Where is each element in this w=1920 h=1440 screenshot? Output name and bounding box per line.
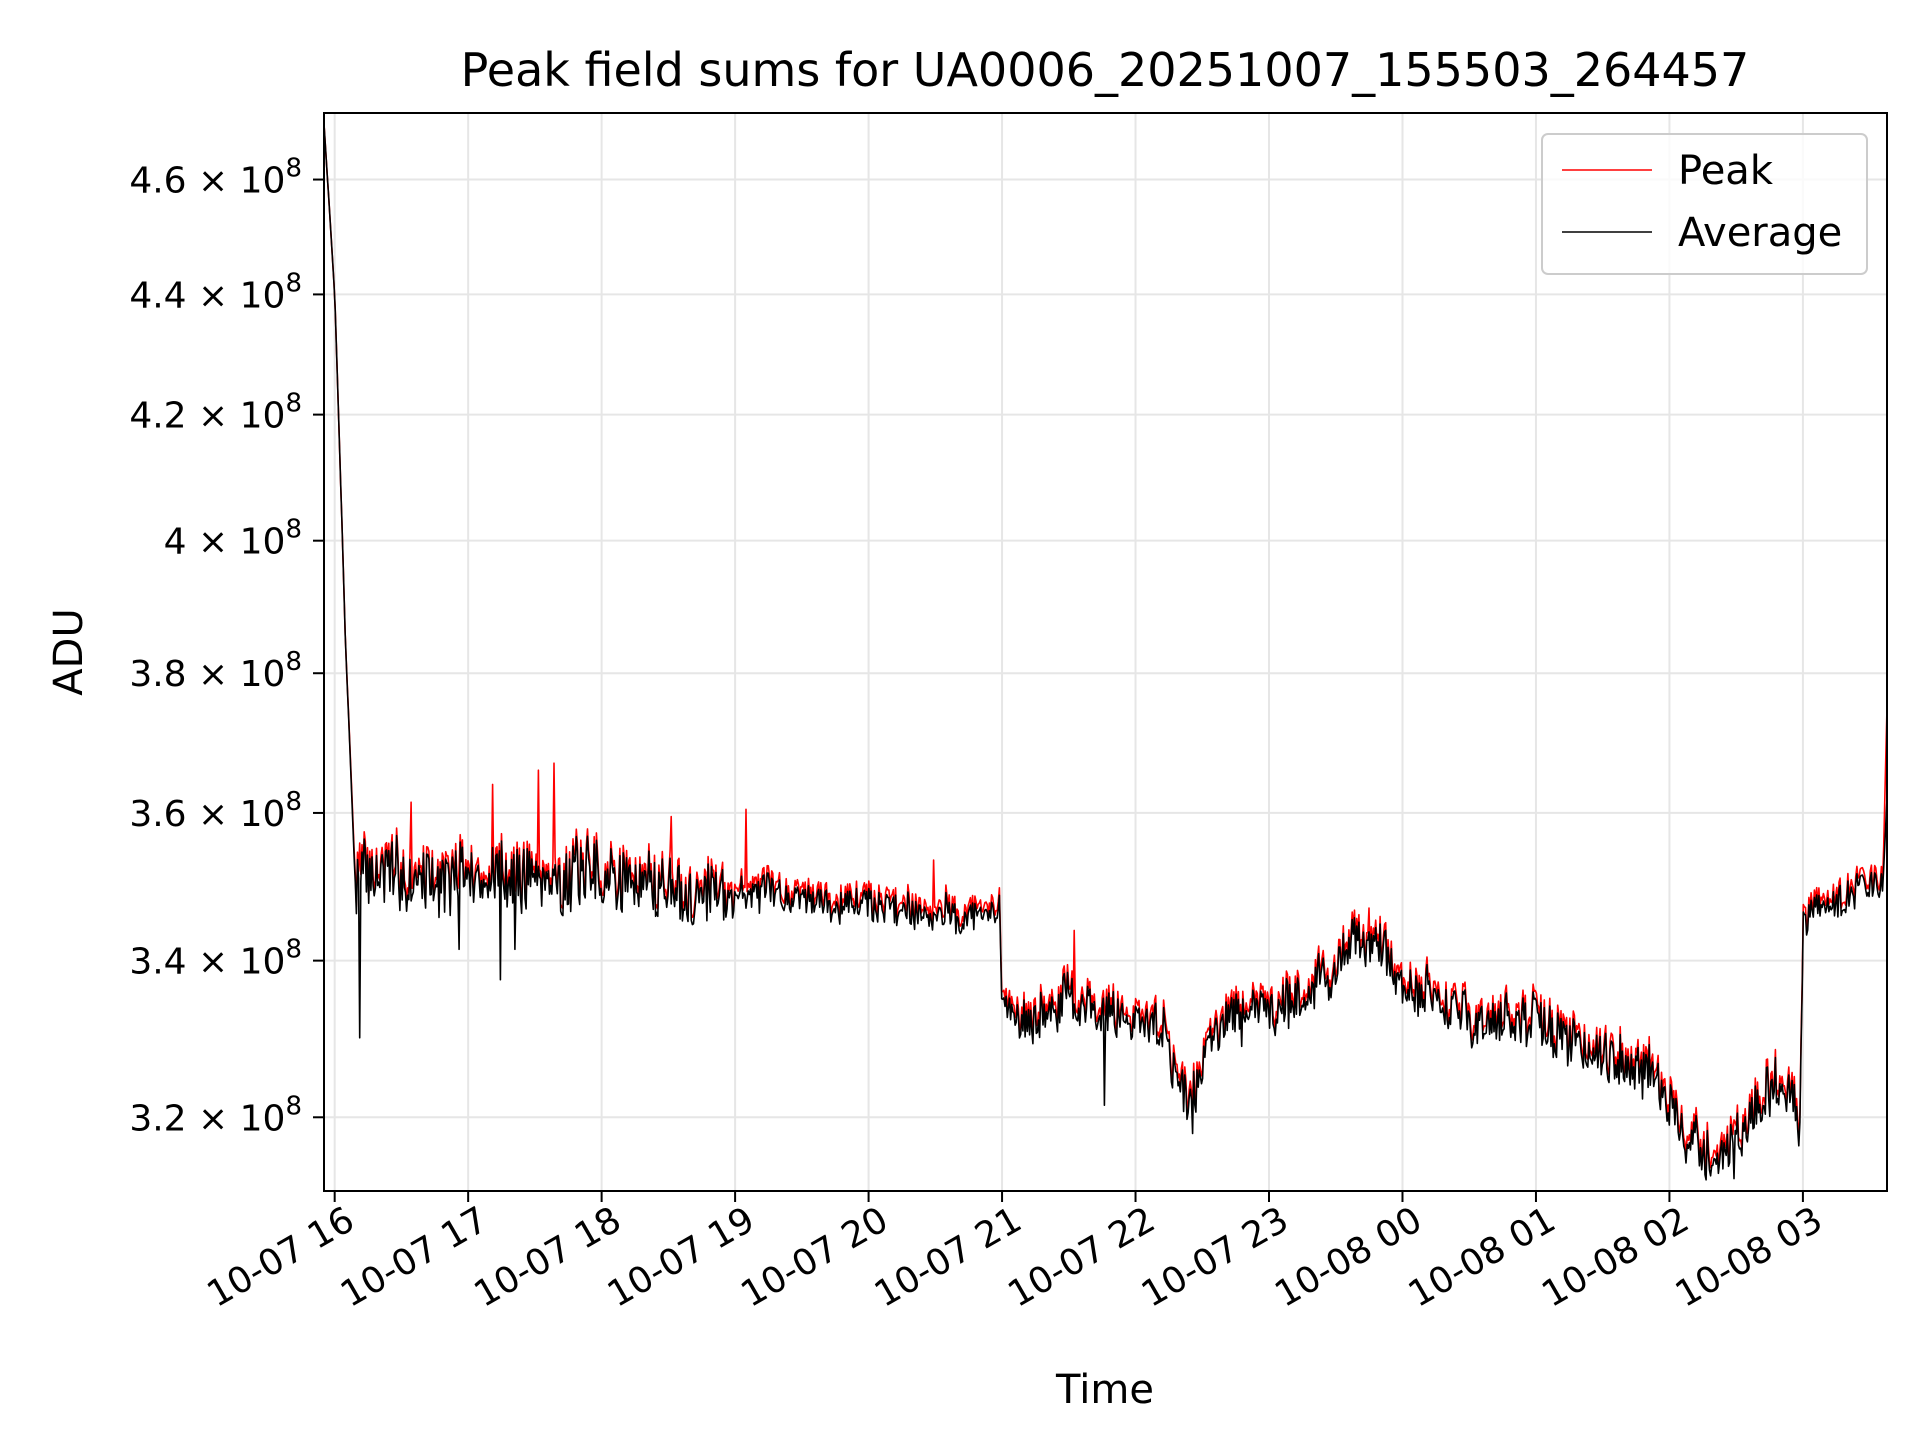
y-tick-label: 4 × 108 bbox=[164, 515, 302, 563]
y-tick-times: × bbox=[187, 1098, 240, 1139]
y-tick-label: 4.6 × 108 bbox=[129, 154, 302, 202]
y-tick-exponent: 8 bbox=[285, 1091, 302, 1121]
y-tick-label: 4.2 × 108 bbox=[129, 389, 302, 437]
y-tick-mantissa: 4 bbox=[164, 522, 187, 563]
y-tick-times: × bbox=[187, 275, 240, 316]
y-tick-exponent: 8 bbox=[285, 515, 302, 545]
y-tick-exponent: 8 bbox=[285, 647, 302, 677]
y-tick-mantissa: 3.8 bbox=[129, 654, 186, 695]
plot-frame bbox=[323, 112, 1888, 1192]
legend-box bbox=[1541, 133, 1868, 275]
y-tick-times: × bbox=[187, 942, 240, 983]
x-axis-label: Time bbox=[1055, 1367, 1154, 1413]
y-tick-base: 10 bbox=[240, 275, 286, 316]
y-tick-exponent: 8 bbox=[285, 935, 302, 965]
chart-title: Peak field sums for UA0006_20251007_1555… bbox=[461, 43, 1750, 97]
y-tick-mantissa: 3.2 bbox=[129, 1098, 186, 1139]
plot-lines bbox=[323, 123, 1888, 1181]
y-tick-base: 10 bbox=[240, 396, 286, 437]
y-tick-exponent: 8 bbox=[285, 389, 302, 419]
y-tick-exponent: 8 bbox=[285, 268, 302, 298]
y-tick-label: 3.8 × 108 bbox=[129, 647, 302, 695]
y-tick-label: 3.6 × 108 bbox=[129, 787, 302, 835]
y-tick-times: × bbox=[187, 161, 240, 202]
y-tick-base: 10 bbox=[240, 654, 286, 695]
y-tick-mantissa: 4.4 bbox=[129, 275, 186, 316]
y-tick-exponent: 8 bbox=[285, 787, 302, 817]
y-tick-base: 10 bbox=[240, 942, 286, 983]
y-tick-times: × bbox=[187, 522, 240, 563]
y-tick-times: × bbox=[187, 654, 240, 695]
y-tick-exponent: 8 bbox=[285, 154, 302, 184]
y-tick-base: 10 bbox=[240, 161, 286, 202]
y-tick-base: 10 bbox=[240, 522, 286, 563]
y-tick-base: 10 bbox=[240, 1098, 286, 1139]
y-tick-mantissa: 4.6 bbox=[129, 161, 186, 202]
y-axis-label: ADU bbox=[46, 608, 92, 695]
y-tick-mantissa: 4.2 bbox=[129, 396, 186, 437]
y-tick-mantissa: 3.4 bbox=[129, 942, 186, 983]
y-tick-label: 3.2 × 108 bbox=[129, 1091, 302, 1139]
legend: Peak Average bbox=[1541, 133, 1868, 275]
y-tick-times: × bbox=[187, 794, 240, 835]
legend-average-label: Average bbox=[1678, 210, 1842, 256]
y-tick-base: 10 bbox=[240, 794, 286, 835]
y-tick-times: × bbox=[187, 396, 240, 437]
y-tick-label: 3.4 × 108 bbox=[129, 935, 302, 983]
y-tick-label: 4.4 × 108 bbox=[129, 268, 302, 316]
legend-peak-label: Peak bbox=[1678, 148, 1774, 194]
y-tick-mantissa: 3.6 bbox=[129, 794, 186, 835]
series-line-average bbox=[323, 123, 1888, 1181]
